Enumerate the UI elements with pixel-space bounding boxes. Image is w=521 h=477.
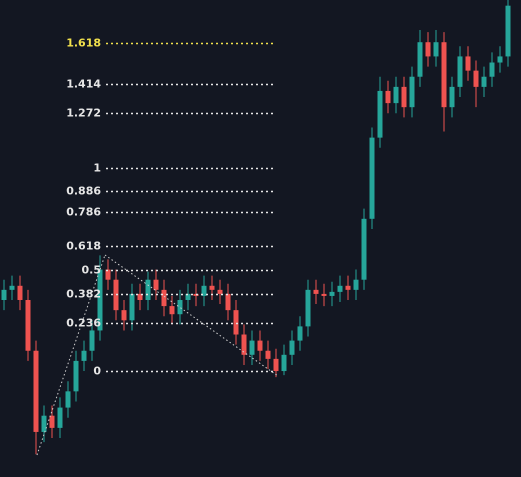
fib-level-label: 0.886 (66, 185, 101, 198)
fib-level-label: 1 (93, 162, 101, 175)
candle-body (441, 42, 447, 108)
candle-body (353, 279, 359, 290)
candle-body (1, 289, 7, 301)
candle-body (457, 56, 463, 87)
candle-body (97, 269, 103, 331)
candle-body (105, 269, 111, 280)
candle-body (481, 76, 487, 87)
candle-body (33, 350, 39, 432)
candle-body (393, 86, 399, 104)
candle-body (153, 279, 159, 290)
candle-body (417, 42, 423, 77)
candle-body (345, 285, 351, 290)
candle-body (385, 90, 391, 104)
fib-level-label: 0.236 (66, 317, 101, 330)
candle-body (425, 42, 431, 57)
candle-body (313, 289, 319, 294)
candle-body (265, 350, 271, 359)
candle-body (49, 415, 55, 428)
candle-body (473, 70, 479, 87)
candle-body (409, 76, 415, 108)
candle-body (505, 5, 511, 57)
candle-body (449, 86, 455, 108)
candle-body (249, 340, 255, 355)
candle-body (369, 137, 375, 219)
fib-level-label: 0.382 (66, 288, 101, 301)
candle-body (41, 415, 47, 432)
candle-body (241, 334, 247, 355)
fib-level-label: 0 (93, 365, 101, 378)
candle-body (329, 291, 335, 296)
fib-level-label: 1.272 (66, 107, 101, 120)
candle-body (137, 293, 143, 301)
fib-level-label: 0.618 (66, 240, 101, 253)
fib-level-label: 1.618 (66, 37, 101, 50)
candle-body (321, 293, 327, 296)
candle-body (65, 391, 71, 408)
fib-level-label: 0.5 (82, 264, 102, 277)
candle-body (57, 407, 63, 428)
candle-body (361, 218, 367, 280)
candle-body (177, 300, 183, 315)
fib-level-label: 0.786 (66, 206, 101, 219)
candle-body (401, 86, 407, 108)
candle-body (233, 310, 239, 335)
candle-body (81, 350, 87, 361)
candle-body (377, 90, 383, 138)
candle-body (305, 289, 311, 327)
candle-body (89, 330, 95, 351)
candle-body (129, 293, 135, 321)
candle-body (289, 340, 295, 355)
candle-body (465, 56, 471, 71)
candle-body (17, 285, 23, 301)
candle-body (489, 62, 495, 77)
candle-body (337, 285, 343, 292)
candle-body (161, 289, 167, 307)
candle-body (25, 300, 31, 351)
candle-body (209, 285, 215, 290)
candle-body (121, 310, 127, 321)
fib-level-label: 1.414 (66, 78, 101, 91)
candle-body (145, 279, 151, 301)
fib-levels: 1.618 1.414 1.272 1 0.886 0.786 0.618 0.5 0.382 0… (66, 37, 276, 378)
candle-body (433, 42, 439, 57)
candle-body (169, 306, 175, 315)
candle-body (225, 293, 231, 311)
candle-body (281, 354, 287, 372)
trend-line (36, 254, 106, 456)
candle-body (185, 293, 191, 301)
candle-body (201, 285, 207, 296)
candle-body (217, 289, 223, 294)
candle-body (297, 326, 303, 341)
candle-body (497, 56, 503, 63)
candle-body (9, 285, 15, 290)
candle-body (73, 360, 79, 392)
candle-body (257, 340, 263, 351)
candle-body (273, 358, 279, 372)
